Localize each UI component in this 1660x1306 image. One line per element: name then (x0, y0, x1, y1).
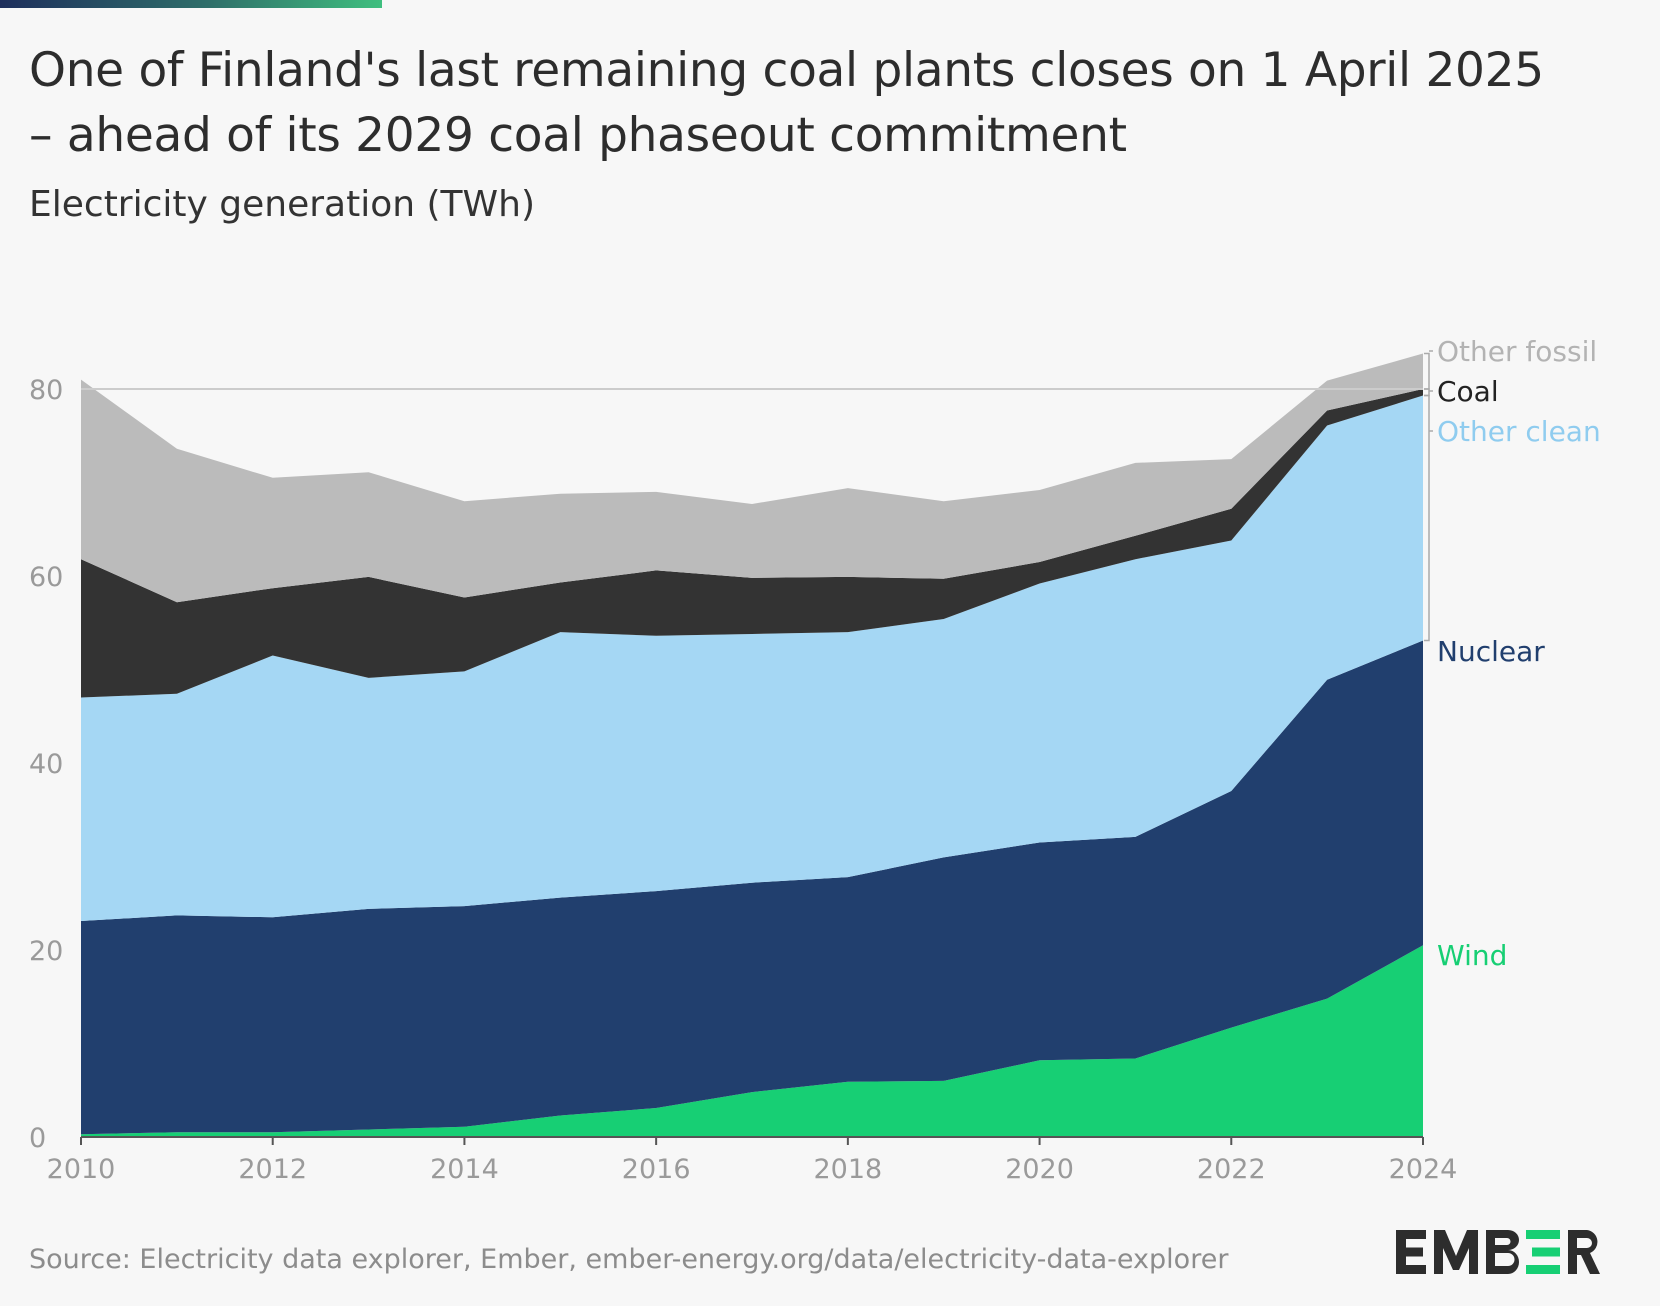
y-tick-label: 60 (29, 562, 63, 593)
y-tick-label: 40 (29, 749, 63, 780)
series-label-wind: Wind (1437, 939, 1507, 972)
x-tick-label: 2014 (430, 1154, 499, 1185)
label-bracket-other-fossil (1424, 352, 1430, 390)
series-label-other-fossil: Other fossil (1437, 335, 1597, 368)
axes: 0 20 40 60 80 2010 2012 2014 2016 2018 2020 2022 202… (29, 375, 1457, 1185)
series-labels: Wind Nuclear Other clean Coal Other fossil (1424, 335, 1601, 972)
x-tick-label: 2018 (813, 1154, 882, 1185)
y-tick-label: 80 (29, 375, 63, 406)
x-tick-label: 2012 (238, 1154, 307, 1185)
x-tick-label: 2016 (622, 1154, 691, 1185)
source-note: Source: Electricity data explorer, Ember… (29, 1244, 1229, 1275)
series-label-coal: Coal (1437, 375, 1499, 408)
title-line-1: One of Finland's last remaining coal pla… (29, 43, 1544, 98)
area-coal (81, 389, 1423, 698)
area-other-fossil (81, 353, 1423, 603)
top-accent-bar (0, 0, 382, 8)
series-label-other-clean: Other clean (1437, 415, 1601, 448)
area-wind (81, 945, 1423, 1137)
x-tick-label: 2020 (1005, 1154, 1074, 1185)
ember-logo (1396, 1230, 1600, 1274)
label-bracket-other-clean (1424, 394, 1430, 642)
x-tick-label: 2010 (47, 1154, 116, 1185)
chart-subtitle: Electricity generation (TWh) (29, 184, 535, 225)
x-tick-label: 2024 (1389, 1154, 1458, 1185)
y-tick-label: 0 (29, 1123, 46, 1154)
x-tick-label: 2022 (1197, 1154, 1266, 1185)
title-line-2: – ahead of its 2029 coal phaseout commit… (29, 108, 1127, 163)
y-tick-label: 20 (29, 936, 63, 967)
area-layers (81, 353, 1423, 1137)
area-other-clean (81, 395, 1423, 921)
stacked-area-chart: 0 20 40 60 80 2010 2012 2014 2016 2018 2020 2022 202… (29, 335, 1601, 1185)
chart-title: One of Finland's last remaining coal pla… (29, 38, 1629, 168)
label-bracket-coal (1424, 388, 1430, 397)
area-nuclear (81, 640, 1423, 1135)
series-label-nuclear: Nuclear (1437, 635, 1545, 668)
